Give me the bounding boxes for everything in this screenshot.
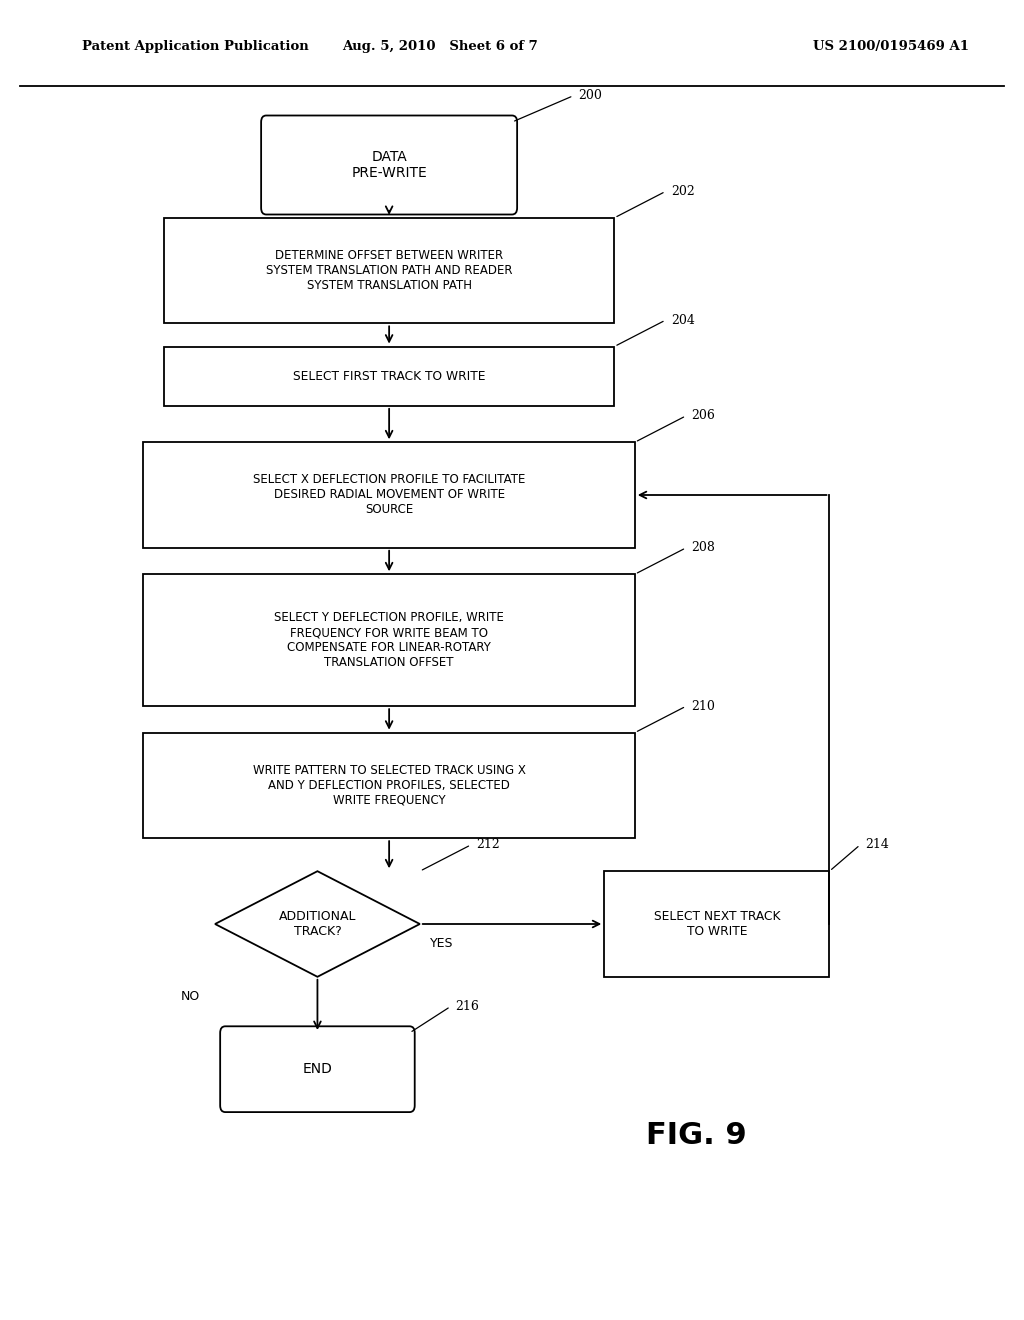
Text: DATA
PRE-WRITE: DATA PRE-WRITE xyxy=(351,150,427,180)
Polygon shape xyxy=(215,871,420,977)
Bar xyxy=(143,733,635,838)
Text: 208: 208 xyxy=(691,541,715,554)
Text: SELECT Y DEFLECTION PROFILE, WRITE
FREQUENCY FOR WRITE BEAM TO
COMPENSATE FOR LI: SELECT Y DEFLECTION PROFILE, WRITE FREQU… xyxy=(274,611,504,669)
Bar xyxy=(143,574,635,706)
Text: WRITE PATTERN TO SELECTED TRACK USING X
AND Y DEFLECTION PROFILES, SELECTED
WRIT: WRITE PATTERN TO SELECTED TRACK USING X … xyxy=(253,764,525,807)
Bar xyxy=(164,346,614,407)
Text: 214: 214 xyxy=(865,838,889,851)
Text: SELECT NEXT TRACK
TO WRITE: SELECT NEXT TRACK TO WRITE xyxy=(653,909,780,939)
Text: SELECT X DEFLECTION PROFILE TO FACILITATE
DESIRED RADIAL MOVEMENT OF WRITE
SOURC: SELECT X DEFLECTION PROFILE TO FACILITAT… xyxy=(253,474,525,516)
Text: NO: NO xyxy=(180,990,200,1003)
FancyBboxPatch shape xyxy=(220,1027,415,1111)
Text: 212: 212 xyxy=(476,838,500,851)
Text: 202: 202 xyxy=(671,185,694,198)
Text: Aug. 5, 2010   Sheet 6 of 7: Aug. 5, 2010 Sheet 6 of 7 xyxy=(342,40,539,53)
Text: Patent Application Publication: Patent Application Publication xyxy=(82,40,308,53)
Text: ADDITIONAL
TRACK?: ADDITIONAL TRACK? xyxy=(279,909,356,939)
Text: 204: 204 xyxy=(671,314,694,326)
Text: US 2100/0195469 A1: US 2100/0195469 A1 xyxy=(813,40,969,53)
Bar xyxy=(143,442,635,548)
Text: 210: 210 xyxy=(691,700,715,713)
Text: DETERMINE OFFSET BETWEEN WRITER
SYSTEM TRANSLATION PATH AND READER
SYSTEM TRANSL: DETERMINE OFFSET BETWEEN WRITER SYSTEM T… xyxy=(266,249,512,292)
Text: 206: 206 xyxy=(691,409,715,422)
Bar xyxy=(604,871,829,977)
Text: 200: 200 xyxy=(579,90,602,102)
Text: END: END xyxy=(302,1063,333,1076)
Text: FIG. 9: FIG. 9 xyxy=(646,1121,746,1150)
Text: 216: 216 xyxy=(456,1001,479,1012)
Bar xyxy=(164,218,614,323)
Text: YES: YES xyxy=(430,937,454,950)
FancyBboxPatch shape xyxy=(261,116,517,214)
Text: SELECT FIRST TRACK TO WRITE: SELECT FIRST TRACK TO WRITE xyxy=(293,370,485,383)
